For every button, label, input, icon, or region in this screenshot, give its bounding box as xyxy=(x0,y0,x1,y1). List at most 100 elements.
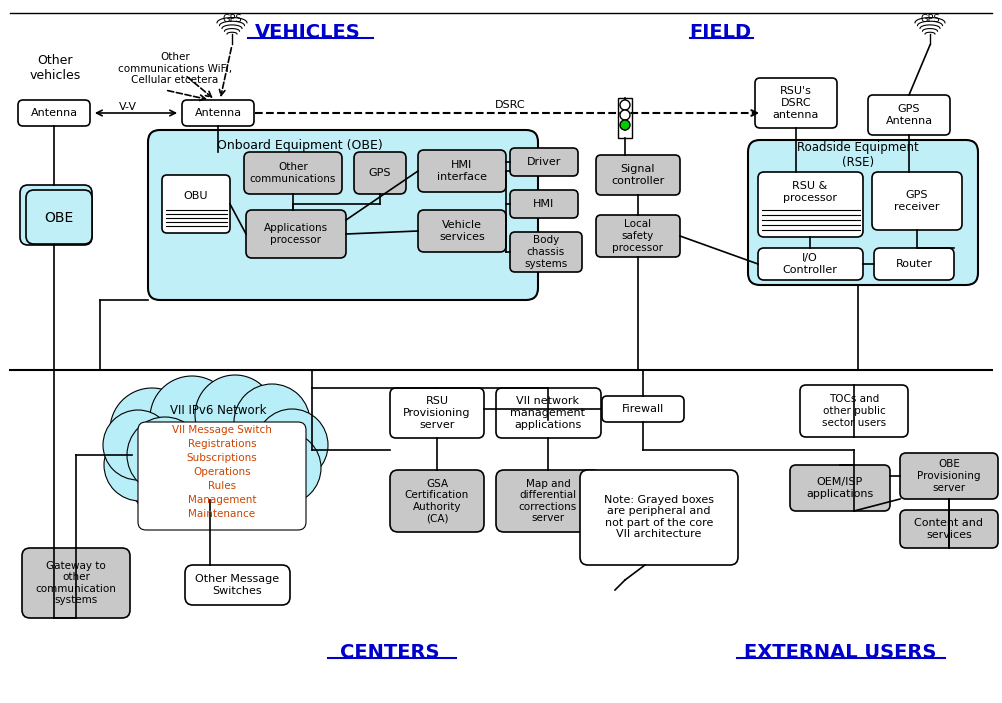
Text: Roadside Equipment
(RSE): Roadside Equipment (RSE) xyxy=(798,141,919,169)
FancyBboxPatch shape xyxy=(874,248,954,280)
Circle shape xyxy=(103,410,173,480)
Circle shape xyxy=(132,445,208,521)
Text: Antenna: Antenna xyxy=(30,108,77,118)
FancyBboxPatch shape xyxy=(580,470,738,565)
Circle shape xyxy=(104,429,176,501)
Circle shape xyxy=(620,110,630,120)
Text: VII Message Switch: VII Message Switch xyxy=(172,425,272,435)
FancyBboxPatch shape xyxy=(596,155,680,195)
Circle shape xyxy=(220,447,290,517)
FancyBboxPatch shape xyxy=(418,150,506,192)
Text: GPS: GPS xyxy=(920,14,940,24)
FancyBboxPatch shape xyxy=(20,185,92,245)
Text: CENTERS: CENTERS xyxy=(341,643,440,662)
Text: VII IPv6 Network: VII IPv6 Network xyxy=(169,404,267,416)
FancyBboxPatch shape xyxy=(496,388,601,438)
FancyBboxPatch shape xyxy=(596,215,680,257)
Bar xyxy=(618,98,632,138)
Text: GSA
Certification
Authority
(CA): GSA Certification Authority (CA) xyxy=(405,479,469,524)
Text: I/O
Controller: I/O Controller xyxy=(783,253,838,275)
FancyBboxPatch shape xyxy=(510,148,578,176)
Text: GPS
receiver: GPS receiver xyxy=(894,191,940,212)
FancyBboxPatch shape xyxy=(755,78,837,128)
Circle shape xyxy=(256,409,328,481)
Text: Local
safety
processor: Local safety processor xyxy=(612,219,663,252)
Text: Router: Router xyxy=(896,259,933,269)
FancyBboxPatch shape xyxy=(748,140,978,285)
FancyBboxPatch shape xyxy=(244,152,342,194)
Text: Antenna: Antenna xyxy=(194,108,241,118)
Circle shape xyxy=(249,432,321,504)
Text: Operations: Operations xyxy=(193,467,250,477)
Text: Registrations: Registrations xyxy=(187,439,257,449)
Text: Rules: Rules xyxy=(208,481,236,491)
Text: Vehicle
services: Vehicle services xyxy=(439,220,485,242)
FancyBboxPatch shape xyxy=(185,565,290,605)
Text: TOCs and
other public
sector users: TOCs and other public sector users xyxy=(822,394,886,427)
FancyBboxPatch shape xyxy=(182,100,254,126)
Text: RSU's
DSRC
antenna: RSU's DSRC antenna xyxy=(773,86,820,120)
Text: GPS: GPS xyxy=(369,168,391,178)
FancyBboxPatch shape xyxy=(138,422,306,530)
Text: OBE: OBE xyxy=(44,211,73,225)
FancyBboxPatch shape xyxy=(26,190,92,244)
FancyBboxPatch shape xyxy=(246,210,346,258)
FancyBboxPatch shape xyxy=(496,470,601,532)
Text: GPS: GPS xyxy=(222,14,241,24)
FancyBboxPatch shape xyxy=(602,396,684,422)
Text: FIELD: FIELD xyxy=(689,22,752,41)
FancyBboxPatch shape xyxy=(758,172,863,237)
Text: HMI: HMI xyxy=(533,199,555,209)
FancyBboxPatch shape xyxy=(162,175,230,233)
Text: Note: Grayed boxes
are peripheral and
not part of the core
VII architecture: Note: Grayed boxes are peripheral and no… xyxy=(604,495,714,539)
Circle shape xyxy=(110,388,194,472)
FancyBboxPatch shape xyxy=(148,130,538,300)
Text: Other
communications: Other communications xyxy=(249,162,337,183)
Text: Applications
processor: Applications processor xyxy=(264,223,328,245)
FancyBboxPatch shape xyxy=(900,453,998,499)
Text: DSRC: DSRC xyxy=(495,100,525,110)
Circle shape xyxy=(234,384,310,460)
Circle shape xyxy=(150,376,234,460)
FancyBboxPatch shape xyxy=(22,548,130,618)
Circle shape xyxy=(205,430,275,500)
Circle shape xyxy=(620,100,630,110)
Text: Content and
services: Content and services xyxy=(915,518,984,540)
Circle shape xyxy=(620,120,630,130)
Text: HMI
interface: HMI interface xyxy=(437,160,487,182)
Text: Subscriptions: Subscriptions xyxy=(186,453,258,463)
FancyBboxPatch shape xyxy=(418,210,506,252)
Circle shape xyxy=(172,449,248,525)
FancyBboxPatch shape xyxy=(354,152,406,194)
FancyBboxPatch shape xyxy=(872,172,962,230)
Text: OBE
Provisioning
server: OBE Provisioning server xyxy=(917,459,981,493)
Text: Gateway to
other
communication
systems: Gateway to other communication systems xyxy=(35,560,116,605)
FancyBboxPatch shape xyxy=(758,248,863,280)
Text: Signal
controller: Signal controller xyxy=(611,165,664,186)
Text: Map and
differential
corrections
server: Map and differential corrections server xyxy=(519,479,577,524)
Text: GPS
Antenna: GPS Antenna xyxy=(886,104,933,126)
Text: Other
communications WiFi,
Cellular etcetera: Other communications WiFi, Cellular etce… xyxy=(118,52,232,85)
FancyBboxPatch shape xyxy=(510,232,582,272)
Text: RSU &
processor: RSU & processor xyxy=(783,181,837,202)
Text: Firewall: Firewall xyxy=(622,404,664,414)
FancyBboxPatch shape xyxy=(510,190,578,218)
Text: Driver: Driver xyxy=(527,157,561,167)
Text: OBU: OBU xyxy=(183,191,208,201)
Circle shape xyxy=(195,375,275,455)
Circle shape xyxy=(127,417,203,493)
Text: VEHICLES: VEHICLES xyxy=(256,22,361,41)
Text: Management: Management xyxy=(187,495,257,505)
Text: OEM/ISP
applications: OEM/ISP applications xyxy=(807,477,874,499)
Text: Maintenance: Maintenance xyxy=(188,509,256,519)
FancyBboxPatch shape xyxy=(790,465,890,511)
Text: EXTERNAL USERS: EXTERNAL USERS xyxy=(743,643,936,662)
Text: Other Message
Switches: Other Message Switches xyxy=(195,574,280,596)
Text: V-V: V-V xyxy=(119,102,137,112)
FancyBboxPatch shape xyxy=(390,388,484,438)
Text: RSU
Provisioning
server: RSU Provisioning server xyxy=(403,396,471,430)
FancyBboxPatch shape xyxy=(390,470,484,532)
FancyBboxPatch shape xyxy=(18,100,90,126)
FancyBboxPatch shape xyxy=(868,95,950,135)
Text: Onboard Equipment (OBE): Onboard Equipment (OBE) xyxy=(217,138,383,152)
